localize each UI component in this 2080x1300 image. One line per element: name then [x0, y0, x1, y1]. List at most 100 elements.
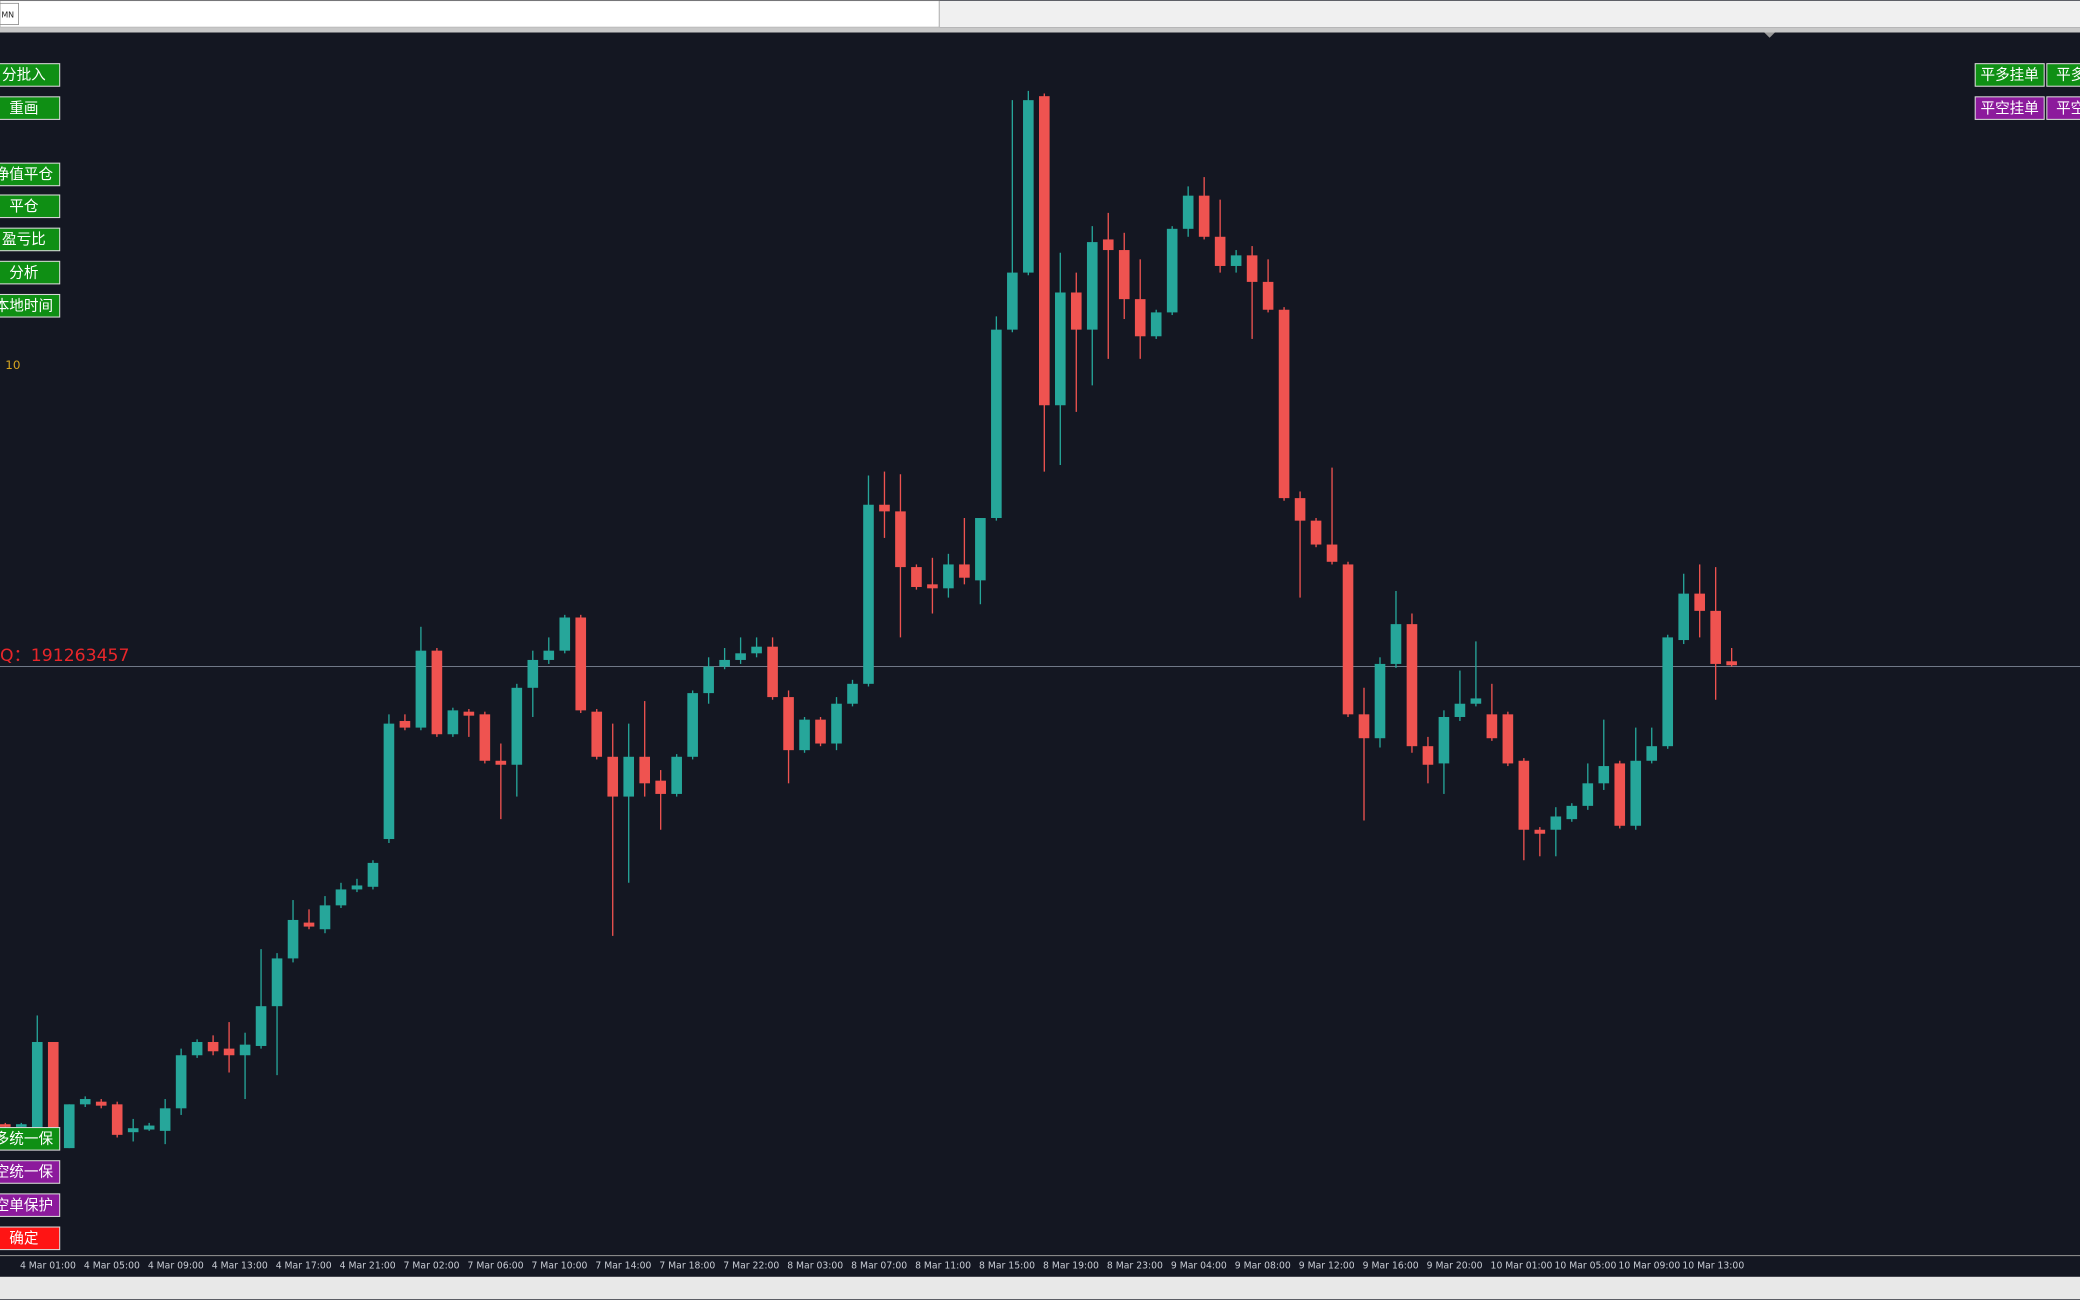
button-label[interactable]: 空单保护	[0, 1197, 53, 1214]
button-label[interactable]: 分批入	[2, 67, 46, 84]
button-label[interactable]: 多统一保	[0, 1130, 53, 1147]
candle-body	[575, 617, 587, 711]
candle-body	[1710, 610, 1721, 664]
x-tick-label: 9 Mar 16:00	[1363, 1261, 1419, 1272]
x-tick-label: 4 Mar 01:00	[20, 1261, 76, 1272]
button[interactable]	[1974, 63, 2045, 87]
candle-body	[799, 719, 810, 751]
candle-body	[383, 723, 395, 840]
button[interactable]	[0, 1193, 61, 1217]
candle-body	[1278, 309, 1290, 499]
candle-body	[863, 504, 874, 684]
candle-body	[1646, 746, 1658, 761]
button[interactable]	[0, 96, 61, 120]
candle-body	[1086, 242, 1098, 330]
button-label[interactable]: 空统一保	[0, 1164, 53, 1181]
candle-body	[959, 564, 970, 578]
candle-body	[143, 1125, 155, 1130]
button[interactable]	[0, 227, 61, 252]
button[interactable]	[2046, 63, 2080, 87]
button-label[interactable]: 平仓	[9, 198, 39, 215]
candle-body	[1262, 281, 1274, 310]
candle-body	[191, 1041, 203, 1056]
candle-body	[975, 518, 986, 581]
candle-body	[1198, 195, 1210, 237]
button[interactable]	[0, 162, 61, 187]
button[interactable]	[0, 293, 61, 318]
button-label[interactable]: 分析	[9, 264, 38, 281]
candle-body	[223, 1048, 235, 1056]
button[interactable]	[0, 194, 61, 219]
candle-body	[1182, 195, 1194, 229]
candle-body	[31, 1041, 43, 1129]
candle-body	[991, 329, 1002, 519]
button-label[interactable]: 确定	[9, 1230, 38, 1247]
candle-body	[1374, 663, 1386, 739]
candle-body	[591, 711, 603, 757]
candle-body	[431, 650, 443, 735]
candle-body	[783, 697, 794, 751]
shift-marker	[1764, 32, 1775, 38]
button[interactable]	[0, 1127, 61, 1151]
candle-body	[1214, 236, 1226, 266]
x-tick-label: 4 Mar 09:00	[148, 1261, 204, 1272]
candle-body	[239, 1044, 251, 1056]
x-tick-label: 4 Mar 05:00	[84, 1261, 140, 1272]
button-label[interactable]: 平空挂单	[1981, 100, 2039, 117]
x-tick-label: 7 Mar 06:00	[468, 1261, 524, 1272]
button-label[interactable]: 净值平仓	[0, 166, 53, 183]
candle-body	[1039, 96, 1050, 406]
candle-body	[751, 646, 762, 654]
candle-body	[207, 1041, 219, 1052]
x-tick-label: 9 Mar 12:00	[1299, 1261, 1355, 1272]
candle-body	[831, 703, 842, 744]
candle-body	[479, 714, 491, 761]
button[interactable]	[0, 1226, 61, 1251]
candle-body	[1726, 661, 1737, 666]
x-tick-label: 8 Mar 07:00	[851, 1261, 907, 1272]
candle-body	[1694, 593, 1705, 611]
button[interactable]	[0, 63, 61, 87]
candle-body	[527, 659, 539, 688]
candle-body	[1566, 805, 1578, 820]
candle-body	[1326, 544, 1338, 562]
x-tick-label: 7 Mar 14:00	[595, 1261, 651, 1272]
x-tick-label: 10 Mar 13:00	[1682, 1261, 1744, 1272]
candle-body	[1390, 624, 1402, 664]
candle-body	[15, 1124, 27, 1127]
candle-body	[607, 756, 619, 797]
button-label[interactable]: 本地时间	[0, 297, 53, 314]
tab[interactable]	[0, 2, 19, 25]
button-label[interactable]: 平空	[2056, 100, 2080, 117]
button-label[interactable]: 盈亏比	[2, 231, 46, 248]
button[interactable]	[0, 1160, 61, 1184]
candle-body	[111, 1104, 123, 1135]
x-tick-label: 8 Mar 11:00	[915, 1261, 971, 1272]
x-tick-label: 4 Mar 13:00	[212, 1261, 268, 1272]
candle-body	[255, 1006, 267, 1046]
x-tick-label: 9 Mar 20:00	[1427, 1261, 1483, 1272]
candle-body	[495, 760, 507, 765]
candle-body	[1007, 272, 1018, 330]
candle-body	[1454, 703, 1466, 717]
candle-body	[159, 1108, 171, 1131]
candle-body	[671, 756, 682, 794]
button-label[interactable]: 重画	[9, 100, 38, 117]
x-tick-label: 7 Mar 18:00	[659, 1261, 715, 1272]
x-tick-label: 8 Mar 15:00	[979, 1261, 1035, 1272]
candle-body	[175, 1055, 187, 1109]
candle-body	[63, 1104, 75, 1149]
button[interactable]	[0, 260, 61, 285]
candle-body	[1166, 228, 1178, 313]
button-label[interactable]: 平多挂单	[1981, 67, 2039, 84]
candle-body	[847, 683, 858, 704]
candle-body	[1662, 637, 1674, 747]
candle-body	[1550, 816, 1562, 830]
button[interactable]	[2046, 96, 2080, 120]
button-label[interactable]: 平多	[2056, 67, 2080, 84]
x-tick-label: 4 Mar 17:00	[276, 1261, 332, 1272]
button[interactable]	[1974, 96, 2045, 120]
separator	[0, 27, 2080, 33]
